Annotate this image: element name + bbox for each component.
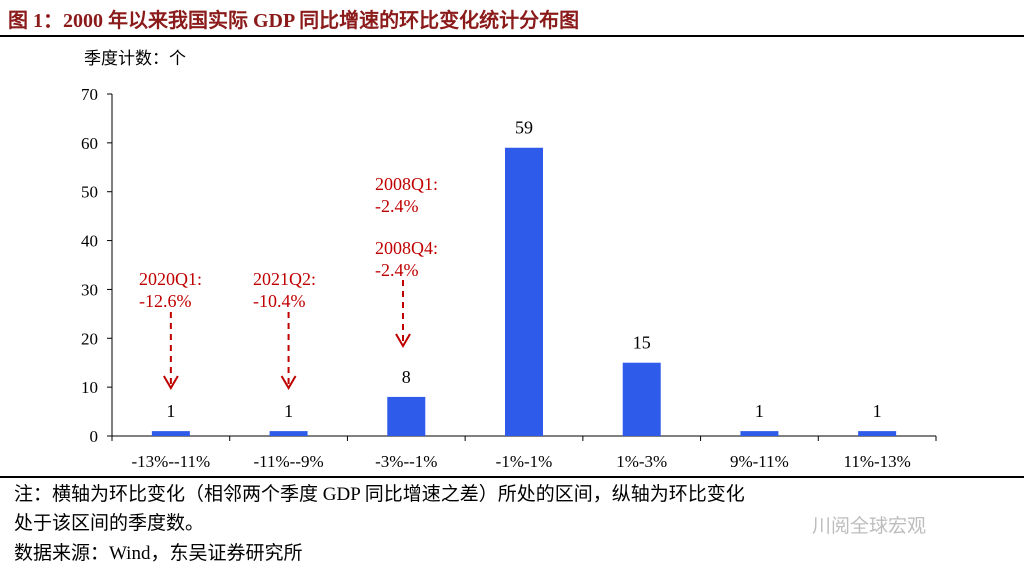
y-tick-label: 0: [90, 427, 99, 446]
annotation-text: -12.6%: [139, 291, 192, 311]
data-label: 1: [873, 401, 882, 421]
x-tick-label: 1%-3%: [616, 452, 667, 471]
annotation-text: 2008Q4:: [375, 238, 438, 258]
annotation-text: -10.4%: [253, 291, 306, 311]
x-tick-label: 9%-11%: [730, 452, 789, 471]
data-label: 1: [284, 401, 293, 421]
annotation-arrow-head: [280, 375, 297, 390]
note-line-2: 处于该区间的季度数。: [14, 513, 205, 534]
annotation-text: -2.4%: [375, 196, 419, 216]
x-tick-label: -3%--1%: [375, 452, 437, 471]
annotation-text: 2021Q2:: [253, 269, 316, 289]
x-tick-label: 11%-13%: [843, 452, 910, 471]
data-label: 59: [515, 118, 533, 138]
bar-chart: 季度计数：个 0 10 20 30 40 50 60 70 1 -13%--11% 1 -11%--9%…: [81, 49, 937, 471]
data-label: 1: [755, 401, 764, 421]
annotation-text: 2008Q1:: [375, 174, 438, 194]
bottom-divider: [0, 476, 1024, 478]
top-divider: [0, 35, 1024, 37]
chart-title: 图 1：2000 年以来我国实际 GDP 同比增速的环比变化统计分布图: [8, 10, 580, 32]
y-tick-label: 20: [81, 329, 98, 348]
bar: [151, 431, 190, 436]
annotation-text: -2.4%: [375, 260, 419, 280]
y-tick-label: 70: [81, 85, 98, 104]
x-tick-label: -1%-1%: [496, 452, 553, 471]
watermark: 川阅全球宏观: [812, 516, 927, 537]
annotation-text: 2020Q1:: [139, 269, 202, 289]
data-label: 8: [402, 367, 411, 387]
bar: [622, 362, 661, 436]
bar: [505, 147, 543, 436]
note-line-1: 注：横轴为环比变化（相邻两个季度 GDP 同比增速之差）所处的区间，纵轴为环比变…: [14, 484, 745, 505]
data-label: 1: [166, 401, 175, 421]
y-tick-label: 30: [81, 280, 98, 299]
annotation-arrow-head: [395, 333, 411, 348]
y-axis-label: 季度计数：个: [84, 49, 186, 68]
data-label: 15: [633, 333, 651, 353]
y-tick-label: 50: [81, 183, 98, 202]
x-tick-label: -13%--11%: [132, 452, 211, 471]
bar: [269, 431, 308, 436]
x-tick-label: -11%--9%: [253, 452, 323, 471]
source-note: 数据来源：Wind，东吴证券研究所: [14, 543, 303, 564]
y-tick-label: 10: [81, 378, 98, 397]
bar: [740, 431, 779, 436]
annotation-arrow-head: [162, 375, 179, 390]
y-tick-label: 60: [81, 134, 98, 153]
bar: [858, 431, 897, 436]
y-tick-label: 40: [81, 232, 98, 251]
bar: [387, 396, 426, 436]
